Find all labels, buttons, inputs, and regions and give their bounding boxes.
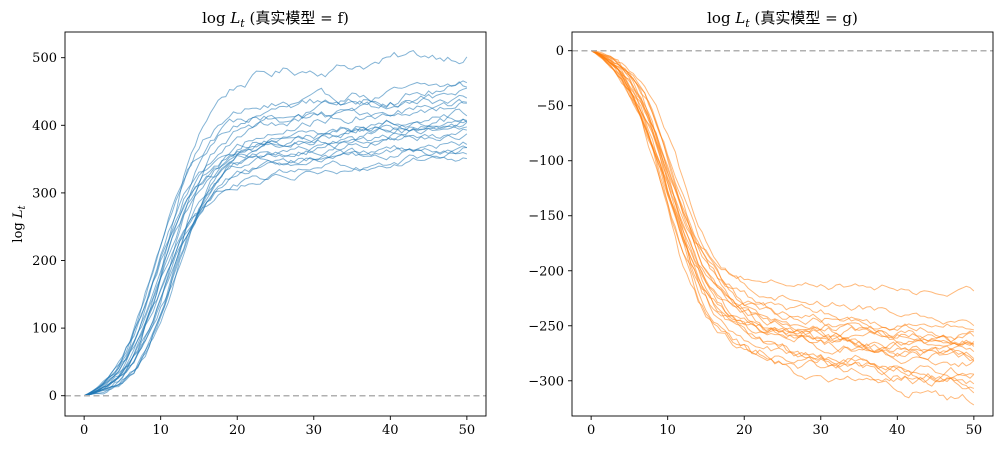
axes-frame bbox=[571, 31, 994, 417]
x-tick-label: 10 bbox=[152, 423, 169, 438]
series-line-19 bbox=[83, 150, 468, 397]
y-tick-label: −300 bbox=[528, 374, 564, 389]
series-line-8 bbox=[591, 50, 975, 352]
series-line-10 bbox=[84, 120, 468, 397]
x-tick-label: 0 bbox=[587, 423, 595, 438]
series-line-10 bbox=[590, 50, 975, 353]
plot-area bbox=[65, 49, 486, 397]
chart-title: log Lt (真实模型 = g) bbox=[707, 9, 858, 30]
x-tick-label: 40 bbox=[889, 423, 906, 438]
series-line-6 bbox=[84, 101, 467, 397]
y-tick-label: −200 bbox=[528, 264, 564, 279]
x-tick-label: 30 bbox=[812, 423, 829, 438]
series-line-7 bbox=[590, 50, 975, 347]
series-line-11 bbox=[590, 50, 975, 362]
y-tick-label: 200 bbox=[32, 254, 57, 269]
series-line-2 bbox=[591, 50, 975, 326]
series-line-6 bbox=[591, 50, 975, 343]
x-tick-label: 20 bbox=[736, 423, 753, 438]
x-tick-label: 50 bbox=[459, 423, 476, 438]
y-tick-label: 0 bbox=[49, 389, 57, 404]
series-line-7 bbox=[84, 98, 467, 397]
series-line-5 bbox=[591, 50, 975, 346]
x-tick-label: 50 bbox=[966, 423, 983, 438]
chart-title: log Lt (真实模型 = f) bbox=[202, 9, 349, 30]
y-tick-label: −100 bbox=[528, 154, 564, 169]
y-tick-label: −250 bbox=[528, 319, 564, 334]
series-line-19 bbox=[590, 50, 975, 394]
y-tick-label: 300 bbox=[32, 186, 57, 201]
x-tick-label: 40 bbox=[382, 423, 399, 438]
x-tick-label: 10 bbox=[659, 423, 676, 438]
series-line-8 bbox=[84, 114, 467, 397]
series-line-5 bbox=[84, 94, 468, 397]
y-tick-label: 500 bbox=[32, 51, 57, 66]
y-tick-label: 0 bbox=[556, 44, 564, 59]
series-line-1 bbox=[590, 50, 975, 297]
series-line-17 bbox=[83, 147, 467, 397]
y-tick-label: −50 bbox=[537, 99, 564, 114]
series-line-13 bbox=[590, 50, 975, 365]
series-line-11 bbox=[83, 118, 468, 397]
series-line-3 bbox=[83, 81, 468, 397]
y-tick-label: −150 bbox=[528, 209, 564, 224]
x-tick-label: 0 bbox=[80, 423, 88, 438]
series-line-14 bbox=[590, 50, 975, 368]
series-line-1 bbox=[84, 49, 468, 397]
series-line-16 bbox=[83, 141, 468, 397]
chart-panel-2: 0 10 20 30 40 50 0 −50 −100 −150 −200 −250 −300 log L… bbox=[528, 9, 994, 438]
plot-area bbox=[572, 49, 993, 406]
y-axis-label: log Lt bbox=[11, 204, 28, 242]
series-line-15 bbox=[590, 50, 975, 379]
x-tick-label: 30 bbox=[305, 423, 322, 438]
series-line-12 bbox=[590, 50, 975, 362]
series-line-20 bbox=[84, 156, 467, 397]
y-tick-label: 400 bbox=[32, 119, 57, 134]
y-tick-label: 100 bbox=[32, 322, 57, 337]
series-line-14 bbox=[84, 128, 467, 397]
series-line-17 bbox=[590, 50, 975, 385]
axes-frame bbox=[64, 31, 487, 417]
series-line-18 bbox=[83, 145, 468, 397]
series-line-20 bbox=[591, 50, 975, 406]
series-line-12 bbox=[83, 120, 468, 397]
x-tick-label: 20 bbox=[229, 423, 246, 438]
